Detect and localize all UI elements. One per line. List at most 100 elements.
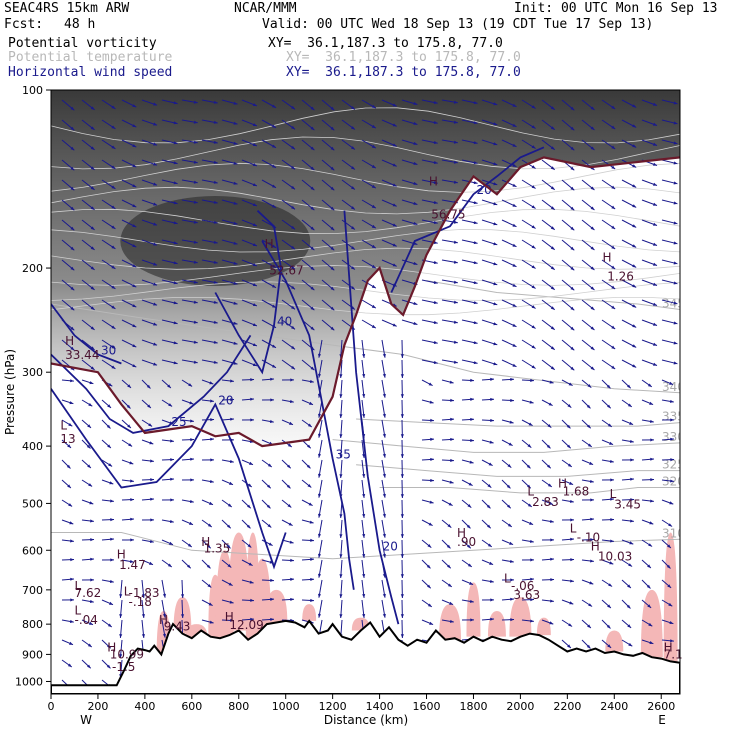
wind-vector-head (106, 664, 111, 669)
wind-vector-head (467, 563, 472, 567)
wind-vector-head (246, 524, 251, 529)
wind-vector-head (487, 484, 492, 488)
wind-vector-head (632, 244, 637, 248)
wind-vector-head (213, 260, 218, 264)
wind-vector-head (318, 353, 321, 358)
wind-vector-head (250, 397, 254, 401)
wind-vector-head (213, 240, 218, 244)
wind-vector-head (371, 184, 376, 189)
wind-vector-head (427, 603, 432, 607)
wind-vector-head (570, 326, 575, 331)
wind-vector-head (351, 286, 355, 290)
wind-vector-head (267, 463, 272, 467)
wind-vector-head (547, 464, 551, 469)
wind-vector-head (629, 541, 634, 545)
wind-vector-head (307, 444, 311, 449)
wind-vector-head (400, 514, 404, 518)
wind-vector-head (70, 306, 75, 311)
wind-vector-head (610, 539, 614, 543)
wind-vector-head (130, 498, 134, 502)
wind-vector-head (132, 284, 137, 288)
wind-vector-head (272, 204, 276, 208)
x-tick-label: 1000 (272, 700, 300, 713)
wind-vector-head (413, 181, 418, 185)
wind-vector-head (141, 594, 145, 598)
wind-vector-head (650, 478, 654, 482)
wind-vector-head (153, 202, 158, 206)
wind-vector-head (400, 434, 404, 438)
wind-vector-head (673, 341, 678, 345)
wind-vector-head (627, 384, 631, 389)
wind-vector-head (673, 241, 678, 245)
wind-vector-head (290, 558, 294, 562)
wind-vector-head (400, 474, 404, 478)
y-axis-title: Pressure (hPa) (3, 349, 17, 435)
wind-vector-head (590, 246, 595, 250)
precip-column (227, 532, 250, 631)
wind-vector-head (213, 280, 218, 284)
wind-vector-head (272, 264, 276, 268)
wind-vector-head (569, 481, 574, 485)
wind-vector-head (130, 479, 134, 483)
wind-vector-head (488, 462, 493, 466)
wind-vector-head (433, 140, 438, 144)
wind-vector-head (453, 180, 458, 184)
wind-vector-head (630, 458, 634, 462)
pv-tropopause (51, 156, 680, 448)
wind-vector-head (149, 539, 154, 543)
wind-vector-head (433, 340, 438, 344)
wind-vector-head (531, 225, 536, 229)
wind-vector-head (173, 181, 178, 185)
wind-vector-head (590, 517, 594, 521)
wind-vector-head (233, 181, 238, 185)
wind-vector-head (428, 382, 433, 386)
wind-vector-head (611, 245, 616, 249)
theta-contour-line (51, 107, 680, 144)
wind-vector-head (667, 584, 672, 588)
wind-vector-head (493, 222, 498, 226)
wind-vector-head (400, 534, 404, 538)
wind-vector-head (339, 534, 343, 538)
wind-speed-label: 20 (383, 539, 398, 553)
wind-vector-head (669, 399, 674, 403)
wind-vector-head (291, 225, 295, 230)
wind-vector-head (627, 584, 631, 588)
wind-vector-head (630, 519, 634, 523)
extremum-label: -.18 (129, 595, 152, 609)
wind-vector-head (111, 205, 116, 209)
wind-vector-head (187, 543, 192, 547)
wind-vector-head (148, 423, 153, 427)
wind-vector-head (129, 559, 134, 563)
extremum-label: -1.5 (112, 660, 135, 674)
wind-vector-head (547, 424, 552, 428)
wind-vector-head (512, 243, 517, 247)
wind-vector-head (132, 244, 137, 248)
wind-vector-head (428, 522, 433, 526)
wind-vector-head (193, 100, 198, 104)
terrain (51, 619, 680, 694)
wind-vector-head (153, 142, 158, 146)
wind-vector-head (670, 479, 674, 483)
wind-vector-head (213, 300, 218, 304)
x-tick-label: 2600 (647, 700, 675, 713)
wind-vector-head (611, 345, 616, 349)
wind-vector-head (173, 221, 178, 225)
wind-vector-head (430, 418, 434, 422)
wind-vector-head (649, 419, 654, 423)
wind-vector-head (132, 304, 137, 308)
extremum-label: H (591, 539, 600, 553)
wind-vector-head (453, 220, 458, 224)
wind-vector-head (590, 146, 595, 150)
wind-vector-head (512, 283, 517, 287)
wind-vector-head (507, 464, 512, 468)
wind-vector-head (570, 126, 575, 131)
wind-vector-head (249, 580, 254, 584)
wind-vector-head (210, 399, 214, 403)
wind-vector-head (433, 260, 438, 264)
wind-vector-head (627, 624, 632, 628)
wind-vector-head (233, 221, 238, 225)
wind-vector-head (382, 553, 386, 558)
wind-vector-head (670, 458, 674, 462)
precip-column (466, 582, 481, 637)
wind-vector-head (362, 394, 366, 398)
